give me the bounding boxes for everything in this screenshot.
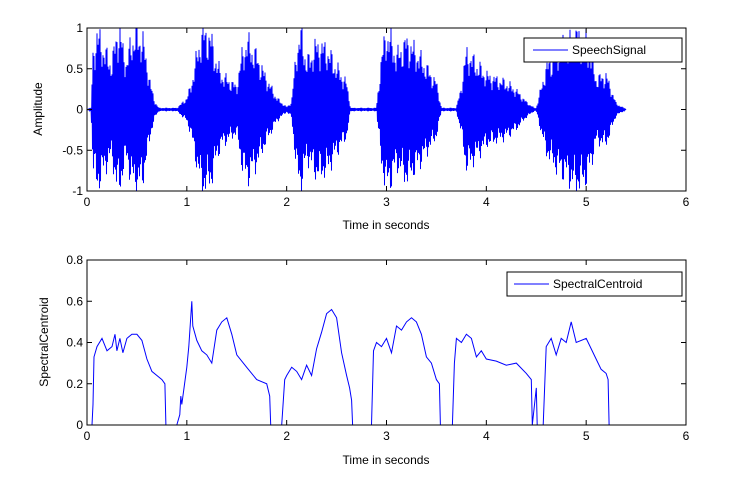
speech-signal-plot: 0 1 2 3 4 5 6 -1 -0.5 0 0.5 1 Time in seconds Ampli…: [31, 21, 690, 232]
y-tick-label: 0.5: [66, 62, 83, 76]
x-tick-label: 2: [283, 429, 290, 443]
speech-signal-x-axis-label: Time in seconds: [343, 218, 430, 232]
speech-signal-legend: SpeechSignal: [523, 37, 683, 63]
speech-signal-legend-label: SpeechSignal: [572, 43, 646, 57]
spectral-centroid-ticks: 0 1 2 3 4 5 6 0 0.2 0.4 0.6 0.8: [66, 253, 689, 443]
x-tick-label: 2: [283, 195, 290, 209]
x-tick-label: 0: [84, 429, 91, 443]
y-tick-label: -1: [72, 184, 83, 198]
y-tick-label: 0.6: [66, 294, 83, 308]
x-tick-label: 4: [483, 429, 490, 443]
y-tick-label: -0.5: [62, 143, 83, 157]
x-tick-label: 4: [483, 195, 490, 209]
spectral-centroid-marks: [87, 301, 610, 426]
x-tick-label: 3: [383, 429, 390, 443]
spectral-centroid-legend: SpectralCentroid: [506, 271, 683, 297]
y-tick-label: 0: [76, 103, 83, 117]
y-tick-label: 0.4: [66, 336, 83, 350]
y-tick-label: 0.8: [66, 253, 83, 267]
x-tick-label: 0: [84, 195, 91, 209]
speech-signal-marks: [86, 27, 627, 192]
spectral-centroid-x-axis-label: Time in seconds: [343, 453, 430, 467]
x-tick-label: 5: [583, 195, 590, 209]
y-tick-label: 1: [76, 21, 83, 35]
x-tick-label: 6: [683, 429, 690, 443]
spectral-centroid-legend-label: SpectralCentroid: [553, 277, 642, 291]
x-tick-label: 5: [583, 429, 590, 443]
speech-signal-y-axis-label: Amplitude: [31, 82, 45, 136]
spectral-centroid-plot: 0 1 2 3 4 5 6 0 0.2 0.4 0.6 0.8 Time in seconds Spe…: [37, 253, 690, 467]
y-tick-label: 0: [76, 418, 83, 432]
x-tick-label: 1: [183, 429, 190, 443]
x-tick-label: 3: [383, 195, 390, 209]
speech-signal-ticks: 0 1 2 3 4 5 6 -1 -0.5 0 0.5 1: [62, 21, 689, 209]
x-tick-label: 1: [183, 195, 190, 209]
spectral-centroid-line: [87, 301, 610, 426]
y-tick-label: 0.2: [66, 377, 83, 391]
x-tick-label: 6: [683, 195, 690, 209]
spectral-centroid-y-axis-label: SpectralCentroid: [37, 297, 51, 386]
